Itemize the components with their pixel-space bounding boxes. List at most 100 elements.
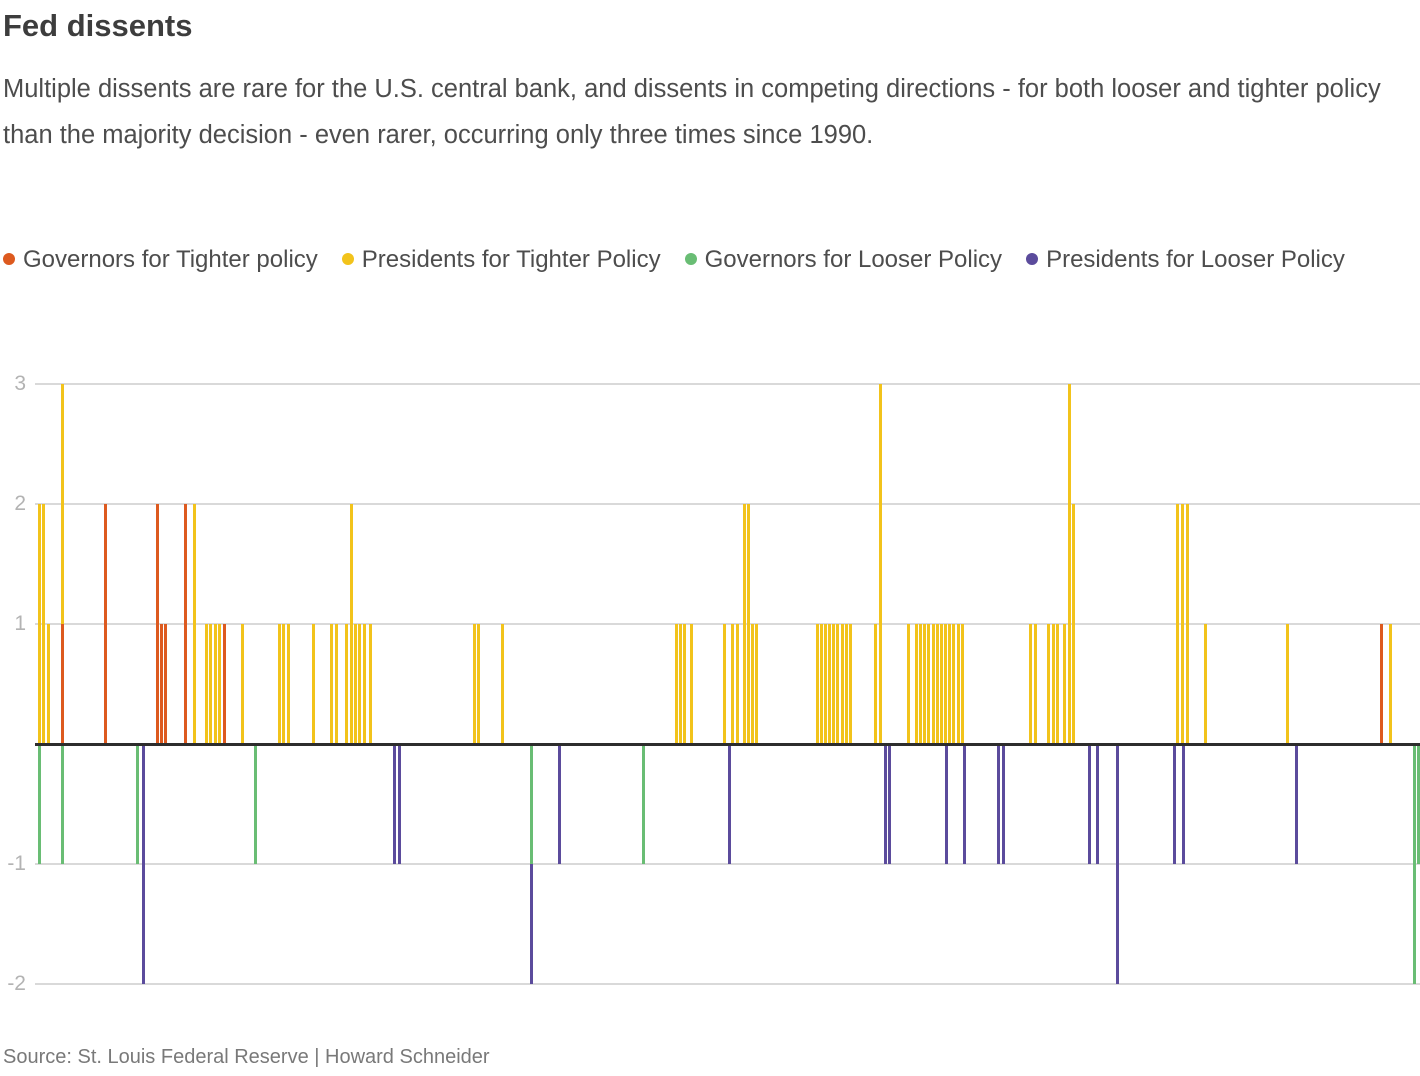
- dissent-bar: [184, 504, 187, 744]
- dissent-bar: [393, 744, 396, 864]
- dissent-bar: [104, 504, 107, 744]
- dissent-bar: [642, 744, 645, 864]
- chart-legend: Governors for Tighter policy Presidents f…: [3, 234, 1409, 286]
- dissent-bar: [997, 744, 1000, 864]
- dissent-bar: [473, 624, 476, 744]
- dissent-bar: [820, 624, 823, 744]
- dissent-bar: [845, 624, 848, 744]
- dissent-bar: [530, 744, 533, 984]
- dissent-bar: [888, 744, 891, 864]
- dissent-bar: [1295, 744, 1298, 864]
- zero-axis-line: [35, 743, 1420, 746]
- gridline-y-1: [35, 863, 1420, 865]
- dissent-bar: [142, 744, 145, 984]
- legend-dot-icon: [1026, 252, 1039, 265]
- dissent-bar: [751, 624, 754, 744]
- dissent-bar: [944, 624, 947, 744]
- dissent-bar: [1116, 744, 1119, 984]
- page-title: Fed dissents: [3, 8, 193, 43]
- dissent-bar: [1047, 624, 1050, 744]
- dissent-bar: [47, 624, 50, 744]
- dissent-bar: [369, 624, 372, 744]
- dissent-bar: [874, 624, 877, 744]
- dissent-bar: [1002, 744, 1005, 864]
- dissent-bar: [731, 624, 734, 744]
- dissent-bar: [241, 624, 244, 744]
- dissent-bar: [1096, 744, 1099, 864]
- dissent-bar: [743, 504, 746, 744]
- dissent-bar: [1204, 624, 1207, 744]
- dissent-bar: [963, 744, 966, 864]
- dissent-bar: [1380, 624, 1383, 744]
- dissent-bar: [824, 624, 827, 744]
- dissent-bar: [1181, 504, 1184, 744]
- dissent-bar: [816, 624, 819, 744]
- dissent-bar: [683, 624, 686, 744]
- dissent-bar: [38, 744, 41, 864]
- gridline-y1: [35, 623, 1420, 625]
- dissent-bar: [160, 624, 163, 744]
- dissent-bar: [1068, 384, 1071, 744]
- dissent-bar: [679, 624, 682, 744]
- dissent-bar: [193, 504, 196, 744]
- dissent-bar: [957, 624, 960, 744]
- gridline-y2: [35, 503, 1420, 505]
- dissent-bar: [1056, 624, 1059, 744]
- dissent-bar: [363, 624, 366, 744]
- dissent-bar: [335, 624, 338, 744]
- y-axis-tick-label: -2: [7, 972, 26, 995]
- dissent-bar: [61, 624, 64, 744]
- legend-dot-icon: [684, 252, 697, 265]
- dissent-bar: [223, 624, 226, 744]
- dissent-bar: [836, 624, 839, 744]
- legend-dot-icon: [3, 252, 15, 265]
- dissent-bar: [477, 624, 480, 744]
- plot-area: [35, 383, 1420, 985]
- gridline-y-2: [35, 983, 1420, 985]
- dissent-bar: [330, 624, 333, 744]
- dissent-bar: [736, 624, 739, 744]
- dissent-bar: [1186, 504, 1189, 744]
- dissent-bar: [354, 624, 357, 744]
- legend-label: Presidents for Looser Policy: [1046, 246, 1345, 273]
- dissent-bar: [936, 624, 939, 744]
- dissent-bar: [728, 744, 731, 864]
- dissent-bar: [1063, 624, 1066, 744]
- dissent-bar: [214, 624, 217, 744]
- dissent-bar: [945, 744, 948, 864]
- dissent-bar: [932, 624, 935, 744]
- dissent-bar: [345, 624, 348, 744]
- y-axis-tick-label: 2: [14, 492, 26, 515]
- legend-item: Presidents for Tighter Policy: [341, 246, 661, 273]
- chart-subtitle: Multiple dissents are rare for the U.S. …: [3, 75, 1381, 149]
- dissent-bar: [254, 744, 257, 864]
- dissent-bar: [278, 624, 281, 744]
- dissent-bar: [1072, 504, 1075, 744]
- dissent-bar: [136, 744, 139, 864]
- legend-label: Governors for Tighter policy: [23, 246, 318, 273]
- y-axis-tick-label: 1: [14, 612, 26, 635]
- legend-label: Governors for Looser Policy: [704, 246, 1003, 273]
- dissent-bar: [287, 624, 290, 744]
- legend-item: Governors for Looser Policy: [684, 246, 1003, 273]
- dissent-bar: [205, 624, 208, 744]
- dissent-bar: [832, 624, 835, 744]
- legend-dot-icon: [341, 252, 354, 265]
- dissent-bar: [927, 624, 930, 744]
- dissent-bar: [1173, 744, 1176, 864]
- dissent-bar: [1176, 504, 1179, 744]
- dissent-bar: [1417, 744, 1420, 864]
- dissent-bar: [919, 624, 922, 744]
- dissent-bar: [884, 744, 887, 864]
- legend-label: Presidents for Tighter Policy: [361, 246, 661, 273]
- y-axis-tick-label: 3: [14, 372, 26, 395]
- dissent-bar: [948, 624, 951, 744]
- dissent-bar: [723, 624, 726, 744]
- dissent-bar: [164, 624, 167, 744]
- legend-item: Presidents for Looser Policy: [1026, 246, 1345, 273]
- dissent-bar: [1389, 624, 1392, 744]
- dissent-bar: [282, 624, 285, 744]
- dissent-bar: [501, 624, 504, 744]
- dissent-bar: [828, 624, 831, 744]
